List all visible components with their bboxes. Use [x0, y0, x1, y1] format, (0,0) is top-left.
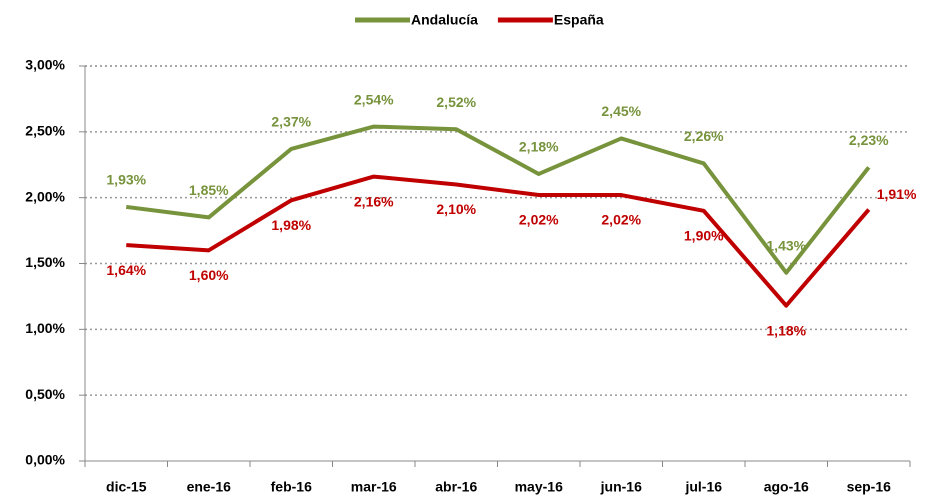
x-tick-label: feb-16 [271, 479, 312, 495]
data-label: 1,18% [766, 322, 806, 338]
data-label: 1,64% [106, 262, 146, 278]
data-label: 2,02% [601, 212, 641, 228]
data-label: 2,45% [601, 103, 641, 119]
series-line [126, 174, 871, 308]
data-label: 2,02% [519, 212, 559, 228]
y-tick-label: 0,00% [25, 452, 65, 468]
data-label: 2,26% [684, 128, 724, 144]
x-tick-label: ene-16 [187, 479, 232, 495]
x-tick-label: abr-16 [435, 479, 477, 495]
x-tick-label: sep-16 [847, 479, 892, 495]
data-label: 2,54% [354, 91, 394, 107]
x-tick-label: ago-16 [764, 479, 809, 495]
data-label: 1,93% [106, 172, 146, 188]
x-tick-label: dic-15 [106, 479, 147, 495]
legend-label: Andalucía [411, 12, 478, 28]
y-tick-label: 1,00% [25, 320, 65, 336]
data-label: 2,16% [354, 193, 394, 209]
legend-label: España [554, 12, 604, 28]
x-tick-label: mar-16 [351, 479, 397, 495]
data-label: 2,18% [519, 139, 559, 155]
data-label: 2,37% [271, 114, 311, 130]
data-label: 1,60% [189, 267, 229, 283]
y-tick-label: 1,50% [25, 254, 65, 270]
x-tick-label: may-16 [515, 479, 563, 495]
data-label: 2,10% [436, 201, 476, 217]
y-tick-label: 3,00% [25, 57, 65, 73]
x-tick-label: jun-16 [600, 479, 642, 495]
y-tick-label: 2,00% [25, 188, 65, 204]
data-label: 1,90% [684, 228, 724, 244]
data-label: 1,43% [766, 237, 806, 253]
data-label: 2,52% [436, 94, 476, 110]
series-line [125, 124, 871, 275]
y-tick-label: 0,50% [25, 386, 65, 402]
data-label: 1,91% [877, 186, 917, 202]
data-label: 1,85% [189, 182, 229, 198]
x-tick-label: jul-16 [684, 479, 722, 495]
y-tick-label: 2,50% [25, 123, 65, 139]
data-label: 2,23% [849, 132, 889, 148]
data-label: 1,98% [271, 217, 311, 233]
